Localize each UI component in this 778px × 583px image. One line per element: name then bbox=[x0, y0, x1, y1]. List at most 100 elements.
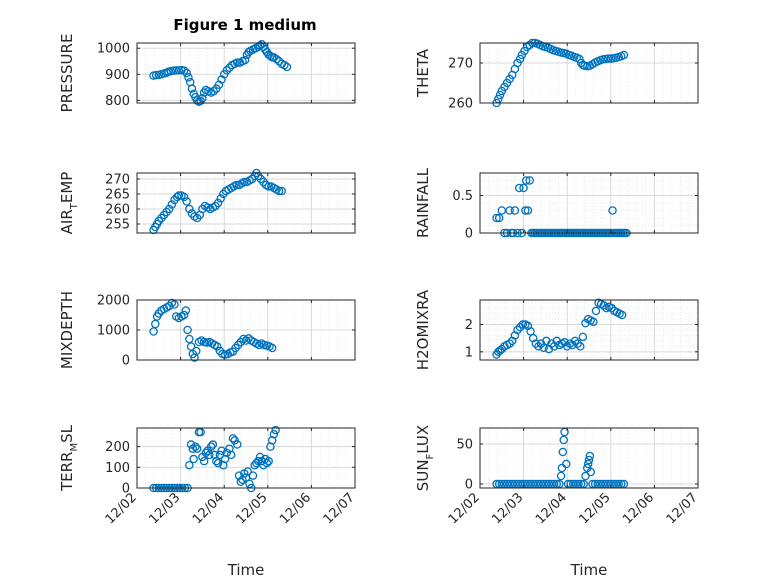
data-point bbox=[217, 446, 226, 456]
data-point bbox=[497, 344, 507, 354]
data-point bbox=[191, 442, 200, 451]
data-point bbox=[208, 440, 218, 449]
data-point bbox=[514, 183, 524, 193]
data-point bbox=[255, 452, 265, 462]
data-point bbox=[603, 54, 613, 63]
data-point bbox=[269, 429, 279, 439]
data-point bbox=[217, 75, 226, 84]
x-tick-label: 12/04 bbox=[533, 490, 570, 527]
data-point bbox=[282, 62, 292, 72]
data-point bbox=[151, 319, 160, 329]
data-point bbox=[607, 303, 616, 313]
y-axis-label: RAINFALL bbox=[414, 167, 432, 238]
y-tick-label: 800 bbox=[105, 94, 130, 109]
y-axis-label: H2OMIXRA bbox=[414, 289, 432, 370]
x-axis-label: Time bbox=[227, 561, 265, 579]
y-tick-label: 2 bbox=[465, 318, 473, 333]
y-tick-label: 100 bbox=[105, 461, 130, 476]
data-point bbox=[576, 342, 585, 351]
data-point bbox=[189, 454, 198, 464]
data-point bbox=[199, 456, 209, 466]
data-point bbox=[558, 447, 568, 457]
data-point bbox=[608, 206, 617, 215]
data-point bbox=[248, 471, 258, 480]
mixdepth-panel: 0 1000 2000 MIXDEPTH bbox=[58, 291, 356, 369]
data-point bbox=[214, 80, 224, 89]
y-tick-label: 0 bbox=[465, 227, 473, 242]
data-point bbox=[274, 186, 284, 196]
axes-box bbox=[136, 42, 356, 104]
y-axis-label: AIRTEMP bbox=[58, 172, 80, 235]
x-tick-label: 12/03 bbox=[146, 490, 183, 527]
data-point bbox=[570, 336, 580, 346]
data-point bbox=[171, 66, 181, 75]
data-point bbox=[562, 459, 571, 469]
data-point bbox=[222, 448, 232, 458]
data-point bbox=[192, 444, 202, 453]
data-point bbox=[518, 320, 527, 329]
x-tick-label: 12/07 bbox=[664, 490, 701, 527]
data-point bbox=[226, 450, 236, 460]
axes-box bbox=[479, 172, 699, 234]
data-point bbox=[243, 467, 252, 476]
data-point bbox=[240, 177, 249, 187]
y-axis-label: SUNFLUX bbox=[414, 425, 436, 491]
data-point bbox=[271, 425, 280, 435]
axes-box bbox=[136, 427, 356, 489]
data-point bbox=[186, 342, 196, 351]
y-axis-label: MIXDEPTH bbox=[58, 291, 76, 369]
y-tick-label: 2000 bbox=[97, 294, 130, 309]
data-point bbox=[525, 176, 534, 185]
data-point bbox=[185, 460, 194, 470]
y-tick-label: 260 bbox=[448, 97, 473, 112]
y-tick-label: 200 bbox=[105, 440, 130, 455]
data-point bbox=[581, 471, 590, 481]
data-point bbox=[531, 339, 541, 348]
data-point bbox=[494, 213, 504, 223]
pressure-panel: 800 900 1000 PRESSURE bbox=[58, 34, 356, 112]
data-point bbox=[557, 463, 567, 473]
data-point bbox=[599, 301, 609, 310]
y-tick-label: 1000 bbox=[97, 42, 130, 57]
data-point bbox=[213, 198, 223, 208]
data-point bbox=[244, 47, 253, 57]
data-point bbox=[589, 317, 598, 327]
data-point bbox=[209, 87, 218, 96]
data-point bbox=[525, 40, 534, 50]
axes-box bbox=[479, 42, 699, 104]
data-point bbox=[585, 451, 595, 461]
data-point bbox=[578, 332, 588, 342]
data-point bbox=[586, 467, 595, 477]
y-tick-label: 0.5 bbox=[452, 189, 473, 204]
data-point bbox=[192, 346, 201, 356]
data-point bbox=[183, 325, 192, 335]
data-point bbox=[149, 327, 158, 336]
data-point bbox=[523, 206, 533, 215]
data-point bbox=[192, 96, 202, 105]
axes-box bbox=[479, 299, 699, 361]
data-point bbox=[510, 206, 520, 215]
sun-flux-panel: 0 50 12/02 12/03 12/04 12/05 12/06 12/07 Time SUN… bbox=[414, 425, 701, 579]
axes-box bbox=[479, 427, 699, 489]
data-point bbox=[617, 310, 627, 320]
data-point bbox=[521, 176, 531, 185]
data-point bbox=[182, 197, 191, 206]
data-point bbox=[230, 436, 239, 445]
data-point bbox=[196, 427, 205, 437]
data-point bbox=[212, 342, 222, 351]
data-point bbox=[167, 200, 177, 209]
data-point bbox=[262, 458, 272, 468]
x-tick-label: 12/07 bbox=[321, 490, 358, 527]
axes-box bbox=[136, 172, 356, 234]
data-point bbox=[584, 455, 594, 465]
data-point bbox=[181, 306, 191, 315]
x-tick-label: 12/05 bbox=[234, 490, 271, 527]
data-point bbox=[534, 342, 543, 351]
y-tick-label: 270 bbox=[105, 173, 130, 188]
data-point bbox=[182, 68, 191, 78]
y-tick-label: 0 bbox=[122, 354, 130, 369]
x-tick-label: 12/05 bbox=[577, 490, 614, 527]
data-point bbox=[241, 336, 251, 345]
